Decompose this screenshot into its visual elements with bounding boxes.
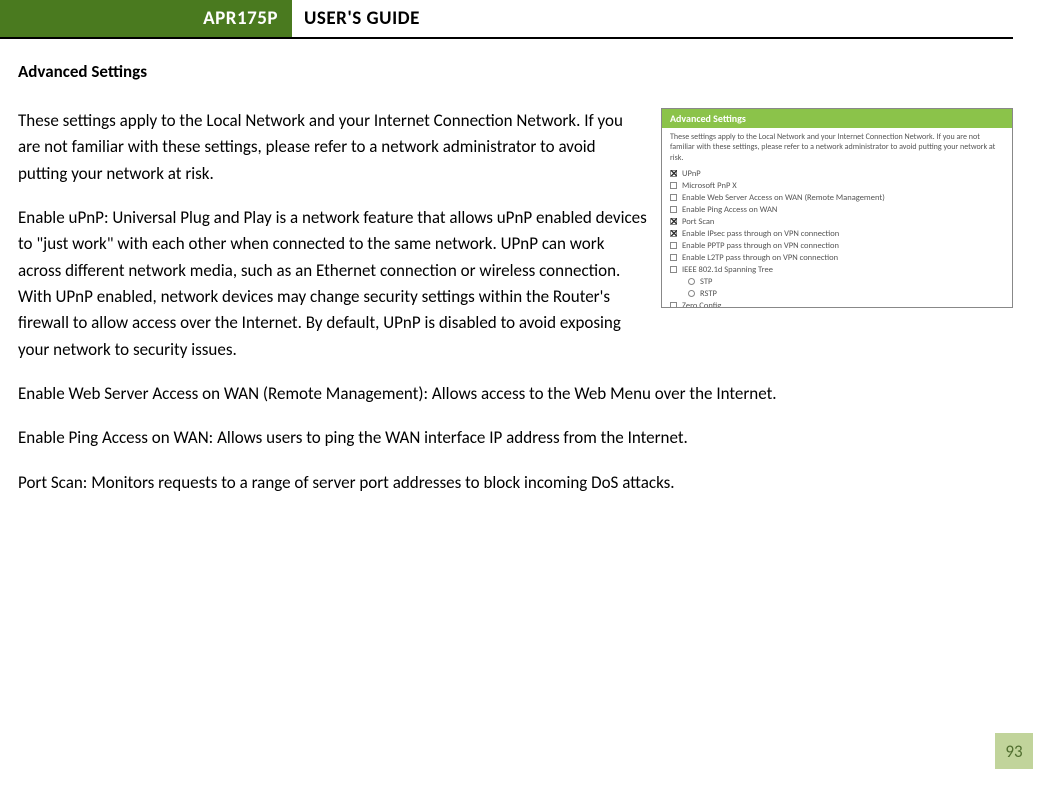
header-bar: APR175P USER'S GUIDE	[0, 0, 1013, 39]
screenshot-option-item: Enable Ping Access on WAN	[670, 205, 1004, 215]
screenshot-option-item: Enable PPTP pass through on VPN connecti…	[670, 241, 1004, 251]
radio-icon	[688, 290, 695, 297]
body-wrap: Advanced Settings These settings apply t…	[18, 108, 1013, 496]
screenshot-option-list: UPnP Microsoft PnP X Enable Web Server Acc…	[662, 169, 1012, 308]
checkbox-icon	[670, 194, 677, 201]
section-title: Advanced Settings	[18, 61, 1013, 82]
screenshot-option-item: STP	[670, 277, 1004, 287]
screenshot-option-label: Enable PPTP pass through on VPN connecti…	[682, 241, 839, 251]
checkbox-icon	[670, 242, 677, 249]
screenshot-intro: These settings apply to the Local Networ…	[662, 128, 1012, 169]
paragraph-ping-wan: Enable Ping Access on WAN: Allows users …	[18, 425, 1013, 451]
page-number-badge: 93	[995, 733, 1033, 769]
checkbox-icon	[670, 170, 677, 177]
screenshot-option-label: IEEE 802.1d Spanning Tree	[682, 265, 773, 275]
screenshot-option-item: Microsoft PnP X	[670, 181, 1004, 191]
screenshot-option-item: Enable L2TP pass through on VPN connecti…	[670, 253, 1004, 263]
checkbox-icon	[670, 254, 677, 261]
screenshot-option-item: Port Scan	[670, 217, 1004, 227]
checkbox-icon	[670, 302, 677, 308]
page-content: Advanced Settings Advanced Settings Thes…	[0, 39, 1041, 496]
screenshot-option-item: Enable IPsec pass through on VPN connect…	[670, 229, 1004, 239]
checkbox-icon	[670, 182, 677, 189]
screenshot-option-label: Zero Config	[682, 301, 721, 308]
radio-icon	[688, 278, 695, 285]
screenshot-option-item: UPnP	[670, 169, 1004, 179]
screenshot-option-label: UPnP	[682, 169, 701, 179]
paragraph-webserver-wan: Enable Web Server Access on WAN (Remote …	[18, 381, 1013, 407]
screenshot-option-item: IEEE 802.1d Spanning Tree	[670, 265, 1004, 275]
screenshot-option-label: Enable Web Server Access on WAN (Remote …	[682, 193, 885, 203]
screenshot-option-item: Zero Config	[670, 301, 1004, 308]
checkbox-icon	[670, 218, 677, 225]
screenshot-option-label: Enable Ping Access on WAN	[682, 205, 777, 215]
screenshot-option-label: RSTP	[700, 289, 717, 299]
screenshot-header: Advanced Settings	[662, 109, 1012, 128]
header-guide-title: USER'S GUIDE	[292, 0, 432, 37]
screenshot-option-item: Enable Web Server Access on WAN (Remote …	[670, 193, 1004, 203]
inset-screenshot: Advanced Settings These settings apply t…	[661, 108, 1013, 308]
paragraph-portscan: Port Scan: Monitors requests to a range …	[18, 470, 1013, 496]
screenshot-option-label: Enable IPsec pass through on VPN connect…	[682, 229, 839, 239]
screenshot-option-item: RSTP	[670, 289, 1004, 299]
screenshot-option-label: Microsoft PnP X	[682, 181, 737, 191]
header-model-badge: APR175P	[0, 0, 292, 37]
checkbox-icon	[670, 230, 677, 237]
checkbox-icon	[670, 266, 677, 273]
screenshot-option-label: Port Scan	[682, 217, 714, 227]
screenshot-option-label: STP	[700, 277, 712, 287]
screenshot-option-label: Enable L2TP pass through on VPN connecti…	[682, 253, 838, 263]
checkbox-icon	[670, 206, 677, 213]
